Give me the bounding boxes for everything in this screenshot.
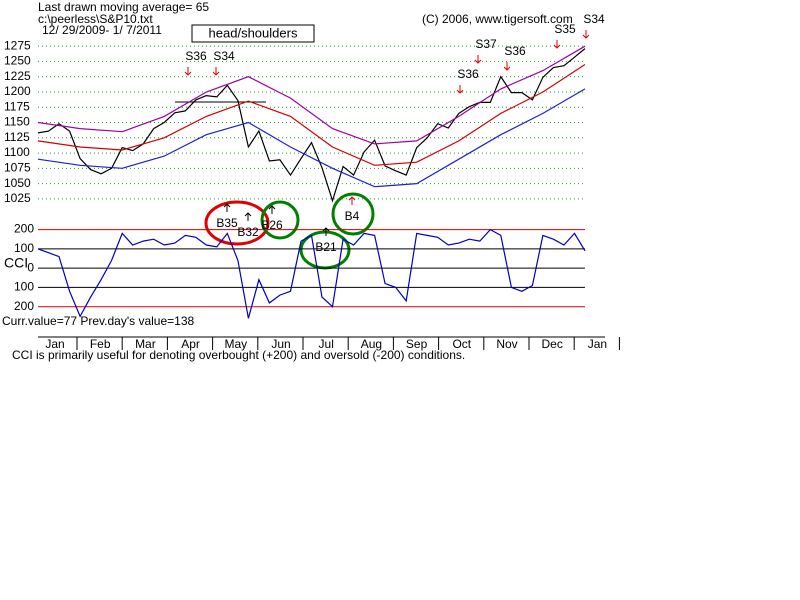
- signal-label: S36: [504, 44, 526, 58]
- series-line: [37, 88, 586, 188]
- y-tick-label: 1275: [4, 38, 31, 52]
- signal-label: S36: [185, 49, 207, 63]
- signal-arrow: [212, 67, 220, 76]
- signal-label: S37: [475, 37, 497, 51]
- y-tick-label: 0: [27, 260, 34, 274]
- x-tick-label: Jun: [271, 337, 290, 351]
- y-tick-label: 1175: [4, 99, 30, 113]
- signal-arrow: [268, 205, 276, 214]
- x-tick-label: Jan: [45, 337, 64, 351]
- y-tick-label: 200: [14, 222, 34, 236]
- signal-label: B35: [216, 216, 238, 230]
- x-tick-label: Sep: [406, 337, 428, 351]
- circle: [204, 200, 270, 246]
- signal-label: B4: [345, 209, 360, 223]
- signal-arrow: [456, 85, 464, 94]
- signal-arrow: [184, 67, 192, 76]
- x-tick-label: Mar: [135, 337, 156, 351]
- y-tick-label: 1025: [4, 191, 31, 205]
- pattern-label: head/shoulders: [209, 25, 298, 40]
- copyright: (C) 2006, www.tigersoft.com: [422, 12, 573, 26]
- signal-arrow: [503, 62, 511, 71]
- signal-arrow: [553, 40, 561, 49]
- y-tick-label: 200: [14, 299, 34, 313]
- signal-arrow: [582, 30, 590, 39]
- y-tick-label: 100: [14, 280, 34, 294]
- y-tick-label: 1200: [4, 84, 31, 98]
- signal-arrow: [244, 212, 252, 221]
- x-tick-label: Jan: [588, 337, 607, 351]
- series-line: [37, 228, 586, 319]
- signal-label: S34: [213, 49, 235, 63]
- y-tick-label: 1225: [4, 69, 31, 83]
- y-tick-label: 1050: [4, 176, 31, 190]
- note: CCI is primarily useful for denoting ove…: [12, 348, 465, 362]
- series-line: [37, 63, 586, 166]
- signal-label: S36: [457, 67, 479, 81]
- y-tick-label: 1075: [4, 161, 31, 175]
- signal-arrow: [348, 196, 356, 205]
- x-tick-label: May: [224, 337, 247, 351]
- pattern-box: [191, 24, 315, 43]
- x-tick-label: Oct: [452, 337, 471, 351]
- header-line: c:\peerless\S&P10.txt: [38, 12, 153, 26]
- signal-label: B21: [315, 240, 337, 254]
- circle: [331, 192, 375, 236]
- x-tick-label: Nov: [496, 337, 517, 351]
- y-tick-label: 1125: [4, 130, 30, 144]
- header-line: Last drawn moving average= 65: [38, 0, 209, 14]
- axis-label: CCI: [4, 255, 28, 271]
- signal-arrow: [223, 203, 231, 212]
- x-tick-label: Jul: [319, 337, 334, 351]
- signal-arrow: [322, 227, 330, 236]
- signal-label: S34: [583, 12, 605, 26]
- y-tick-label: 100: [14, 241, 34, 255]
- signal-arrow: [474, 55, 482, 64]
- y-tick-label: 1250: [4, 54, 31, 68]
- signal-label: B26: [261, 218, 283, 232]
- y-tick-label: 1100: [4, 145, 30, 159]
- x-tick-label: Dec: [542, 337, 563, 351]
- x-tick-label: Apr: [181, 337, 200, 351]
- signal-label: S35: [554, 22, 576, 36]
- circle: [260, 200, 300, 240]
- x-tick-label: Feb: [90, 337, 111, 351]
- y-tick-label: 1150: [4, 115, 30, 129]
- status: Curr.value=77 Prev.day's value=138: [2, 314, 195, 328]
- header-line: 12/ 29/2009- 1/ 7/2011: [42, 23, 162, 37]
- x-tick-label: Aug: [361, 337, 382, 351]
- series-line: [37, 45, 586, 145]
- signal-label: B32: [237, 225, 259, 239]
